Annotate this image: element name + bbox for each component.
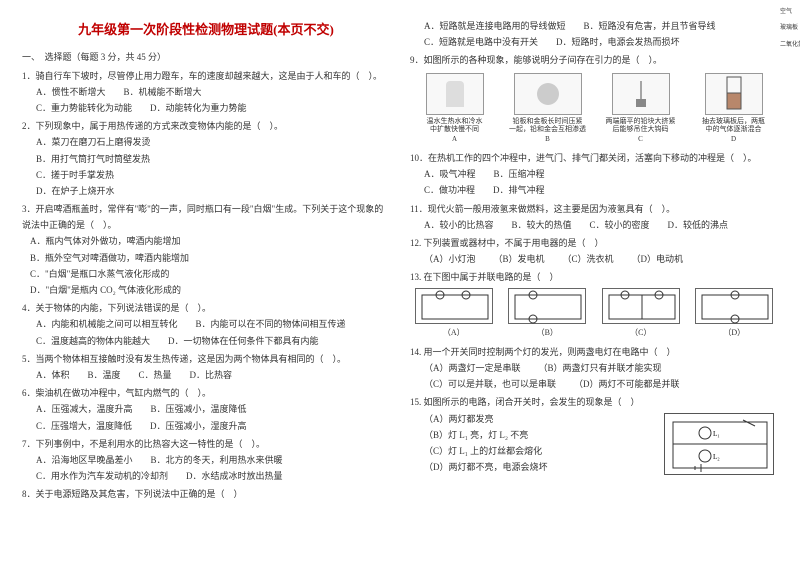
q7-opt-b: B．北方的冬天，利用热水来供暖	[151, 452, 283, 468]
q5-opt-a: A．体积	[36, 367, 70, 383]
q15: 15. 如图所示的电路，闭合开关时，会发生的现象是（ ）	[410, 394, 778, 410]
q8-opt-a: A．短路就是连接电路用的导线做短	[424, 18, 566, 34]
q11: 11．现代火箭一般用液氢来做燃料，这主要是因为液氢具有（ ）。	[410, 201, 778, 217]
q9d-side-top: 空气	[780, 8, 800, 16]
q9b-cap1: 铅板和金板长时间压紧	[513, 117, 583, 125]
q6-opt-a: A．压强减大，温度升高	[36, 401, 133, 417]
q6-opt-c: C．压强增大，温度降低	[36, 418, 132, 434]
q4-opt-a: A．内能和机械能之间可以相互转化	[36, 316, 178, 332]
q12: 12. 下列装置或器材中，不属于用电器的是（ ）	[410, 235, 778, 251]
q1: 1．骑自行车下坡时，尽管停止用力蹬车，车的速度却越来越大，这是由于人和车的（ ）…	[22, 68, 390, 84]
q13-lbl-d: （D）	[723, 326, 745, 340]
q2-opt-a: A．菜刀在磨刀石上磨得发烫	[22, 134, 390, 150]
q9d-side-bot: 二氧化氮	[780, 41, 800, 49]
svg-text:L₁: L₁	[713, 430, 720, 438]
q9d-lbl: D	[731, 133, 736, 146]
q3-opt-d: D．"白烟"是瓶内 CO₂ 气体液化形成的	[22, 282, 390, 298]
q13: 13. 在下图中属于并联电路的是（ ）	[410, 269, 778, 285]
q9a-cap1: 温水生热水和冷水	[427, 117, 483, 125]
q9d-side-mid: 玻璃板	[780, 24, 800, 32]
q3: 3．开启啤酒瓶盖时，常伴有"嘭"的一声，同时瓶口有一段"白烟"生成。下列关于这个…	[22, 201, 390, 233]
q7-opt-a: A．沿海地区早晚晶差小	[36, 452, 133, 468]
q6-opt-b: B．压强减小，温度降低	[151, 401, 247, 417]
q6-opt-d: D．压强减小，湿度升高	[150, 418, 247, 434]
q9-diagrams: 温水生热水和冷水 中扩散快慢不同 A 铅板和金板长时间压紧 一起，铅和金会互相渗…	[410, 73, 778, 146]
q6: 6．柴油机在做功冲程中，气缸内燃气的（ ）。	[22, 385, 390, 401]
section-1-header: 一、 选择题（每题 3 分，共 45 分）	[22, 49, 390, 65]
q3-opt-a: A．瓶内气体对外做功，啤酒内能增加	[22, 233, 390, 249]
q13-circuit-b-icon	[508, 288, 586, 324]
q8: 8．关于电源短路及其危害，下列说法中正确的是（ ）	[22, 486, 390, 502]
q5-opt-c: C．热量	[139, 367, 172, 383]
q13-circuit-a-icon	[415, 288, 493, 324]
q14-opt-b: （B）两盏灯只有并联才能实现	[539, 360, 662, 376]
q1-opt-b: B．机械能不断增大	[124, 84, 202, 100]
q9b-lbl: B	[545, 133, 550, 146]
q11-opt-d: D．较低的沸点	[668, 217, 729, 233]
q10-opt-d: D．排气冲程	[493, 182, 545, 198]
q9d-cap2: 中的气体逐渐混合	[706, 125, 762, 133]
q9d-cap1: 抽去玻璃板后，两瓶	[702, 117, 765, 125]
q11-opt-b: B．较大的热值	[512, 217, 572, 233]
q3-opt-b: B．瓶外空气对啤酒做功，啤酒内能增加	[22, 250, 390, 266]
q7: 7．下列事例中，不是利用水的比热容大这一特性的是（ ）。	[22, 436, 390, 452]
q4-opt-c: C．温度越高的物体内能越大	[36, 333, 150, 349]
q9b-cap2: 一起，铅和金会互相渗透	[509, 125, 586, 133]
q9a-lbl: A	[452, 133, 457, 146]
q3-opt-c: C．"白烟"是瓶口水蒸气液化形成的	[22, 266, 390, 282]
q14-opt-d: （D）两灯不可能都是并联	[574, 376, 680, 392]
q9c-cap1: 两端磨平的铅块大挤紧	[606, 117, 676, 125]
q13-lbl-b: （B）	[537, 326, 558, 340]
q9-diagram-c-icon	[612, 73, 670, 115]
q13-circuits: （A） （B） （C） （D）	[410, 288, 778, 340]
q12-opt-c: （C）洗衣机	[563, 251, 614, 267]
q10-opt-c: C．做功冲程	[424, 182, 475, 198]
q13-circuit-c-icon	[602, 288, 680, 324]
q11-opt-a: A．较小的比热容	[424, 217, 494, 233]
q9-diagram-d-icon	[705, 73, 763, 115]
q2: 2．下列现象中，属于用热传递的方式来改变物体内能的是（ ）。	[22, 118, 390, 134]
q13-lbl-a: （A）	[443, 326, 465, 340]
q12-opt-d: （D）电动机	[632, 251, 684, 267]
q8-opt-b: B．短路没有危害，并且节省导线	[584, 18, 716, 34]
q10-opt-a: A．吸气冲程	[424, 166, 476, 182]
q14: 14. 用一个开关同时控制两个灯的发光，则两盏电灯在电路中（ ）	[410, 344, 778, 360]
q4-opt-b: B．内能可以在不同的物体间相互传递	[196, 316, 346, 332]
q1-opt-c: C．重力势能转化为动能	[36, 100, 132, 116]
q2-opt-c: C．搓于时手掌发热	[22, 167, 390, 183]
q9-diagram-a-icon	[426, 73, 484, 115]
q4: 4．关于物体的内能，下列说法错误的是（ ）。	[22, 300, 390, 316]
right-column: A．短路就是连接电路用的导线做短 B．短路没有危害，并且节省导线 C．短路就是电…	[410, 18, 778, 502]
q1-opt-d: D．动能转化为重力势能	[150, 100, 247, 116]
q9a-cap2: 中扩散快慢不同	[430, 125, 479, 133]
q10-opt-b: B．压缩冲程	[494, 166, 545, 182]
q9c-lbl: C	[638, 133, 643, 146]
q15-circuit-icon: L₁ L₂	[664, 413, 774, 475]
left-column: 九年级第一次阶段性检测物理试题(本页不交) 一、 选择题（每题 3 分，共 45…	[22, 18, 390, 502]
q2-opt-b: B．用打气筒打气时筒壁发热	[22, 151, 390, 167]
q13-circuit-d-icon	[695, 288, 773, 324]
q5-opt-b: B．温度	[88, 367, 121, 383]
exam-title: 九年级第一次阶段性检测物理试题(本页不交)	[22, 18, 390, 41]
q7-opt-d: D．水结成冰时放出热量	[186, 468, 283, 484]
q14-opt-c: （C）可以是并联，也可以是串联	[424, 376, 556, 392]
q4-opt-d: D．一切物体在任何条件下都具有内能	[168, 333, 319, 349]
q2-opt-d: D．在炉子上烧开水	[22, 183, 390, 199]
q8-opt-c: C．短路就是电路中没有开关	[424, 34, 538, 50]
q11-opt-c: C．较小的密度	[590, 217, 650, 233]
q9c-cap2: 后能够吊住大钩码	[613, 125, 669, 133]
q10: 10．在热机工作的四个冲程中，进气门、排气门都关闭，活塞向下移动的冲程是（ ）。	[410, 150, 778, 166]
q12-opt-a: （A）小灯泡	[424, 251, 476, 267]
q1-opt-a: A．惯性不断增大	[36, 84, 106, 100]
q8-opt-d: D．短路时，电源会发热而损坏	[556, 34, 680, 50]
q13-lbl-c: （C）	[630, 326, 651, 340]
svg-text:L₂: L₂	[713, 453, 720, 461]
q5-opt-d: D．比热容	[190, 367, 233, 383]
q14-opt-a: （A）两盏灯一定是串联	[424, 360, 521, 376]
q12-opt-b: （B）发电机	[494, 251, 545, 267]
q7-opt-c: C．用水作为汽车发动机的冷却剂	[36, 468, 168, 484]
q5: 5．当两个物体相互接触时没有发生热传递，这是因为两个物体具有相同的（ ）。	[22, 351, 390, 367]
q9-diagram-b-icon	[514, 73, 582, 115]
q9: 9．如图所示的各种现象，能够说明分子间存在引力的是（ ）。	[410, 52, 778, 68]
